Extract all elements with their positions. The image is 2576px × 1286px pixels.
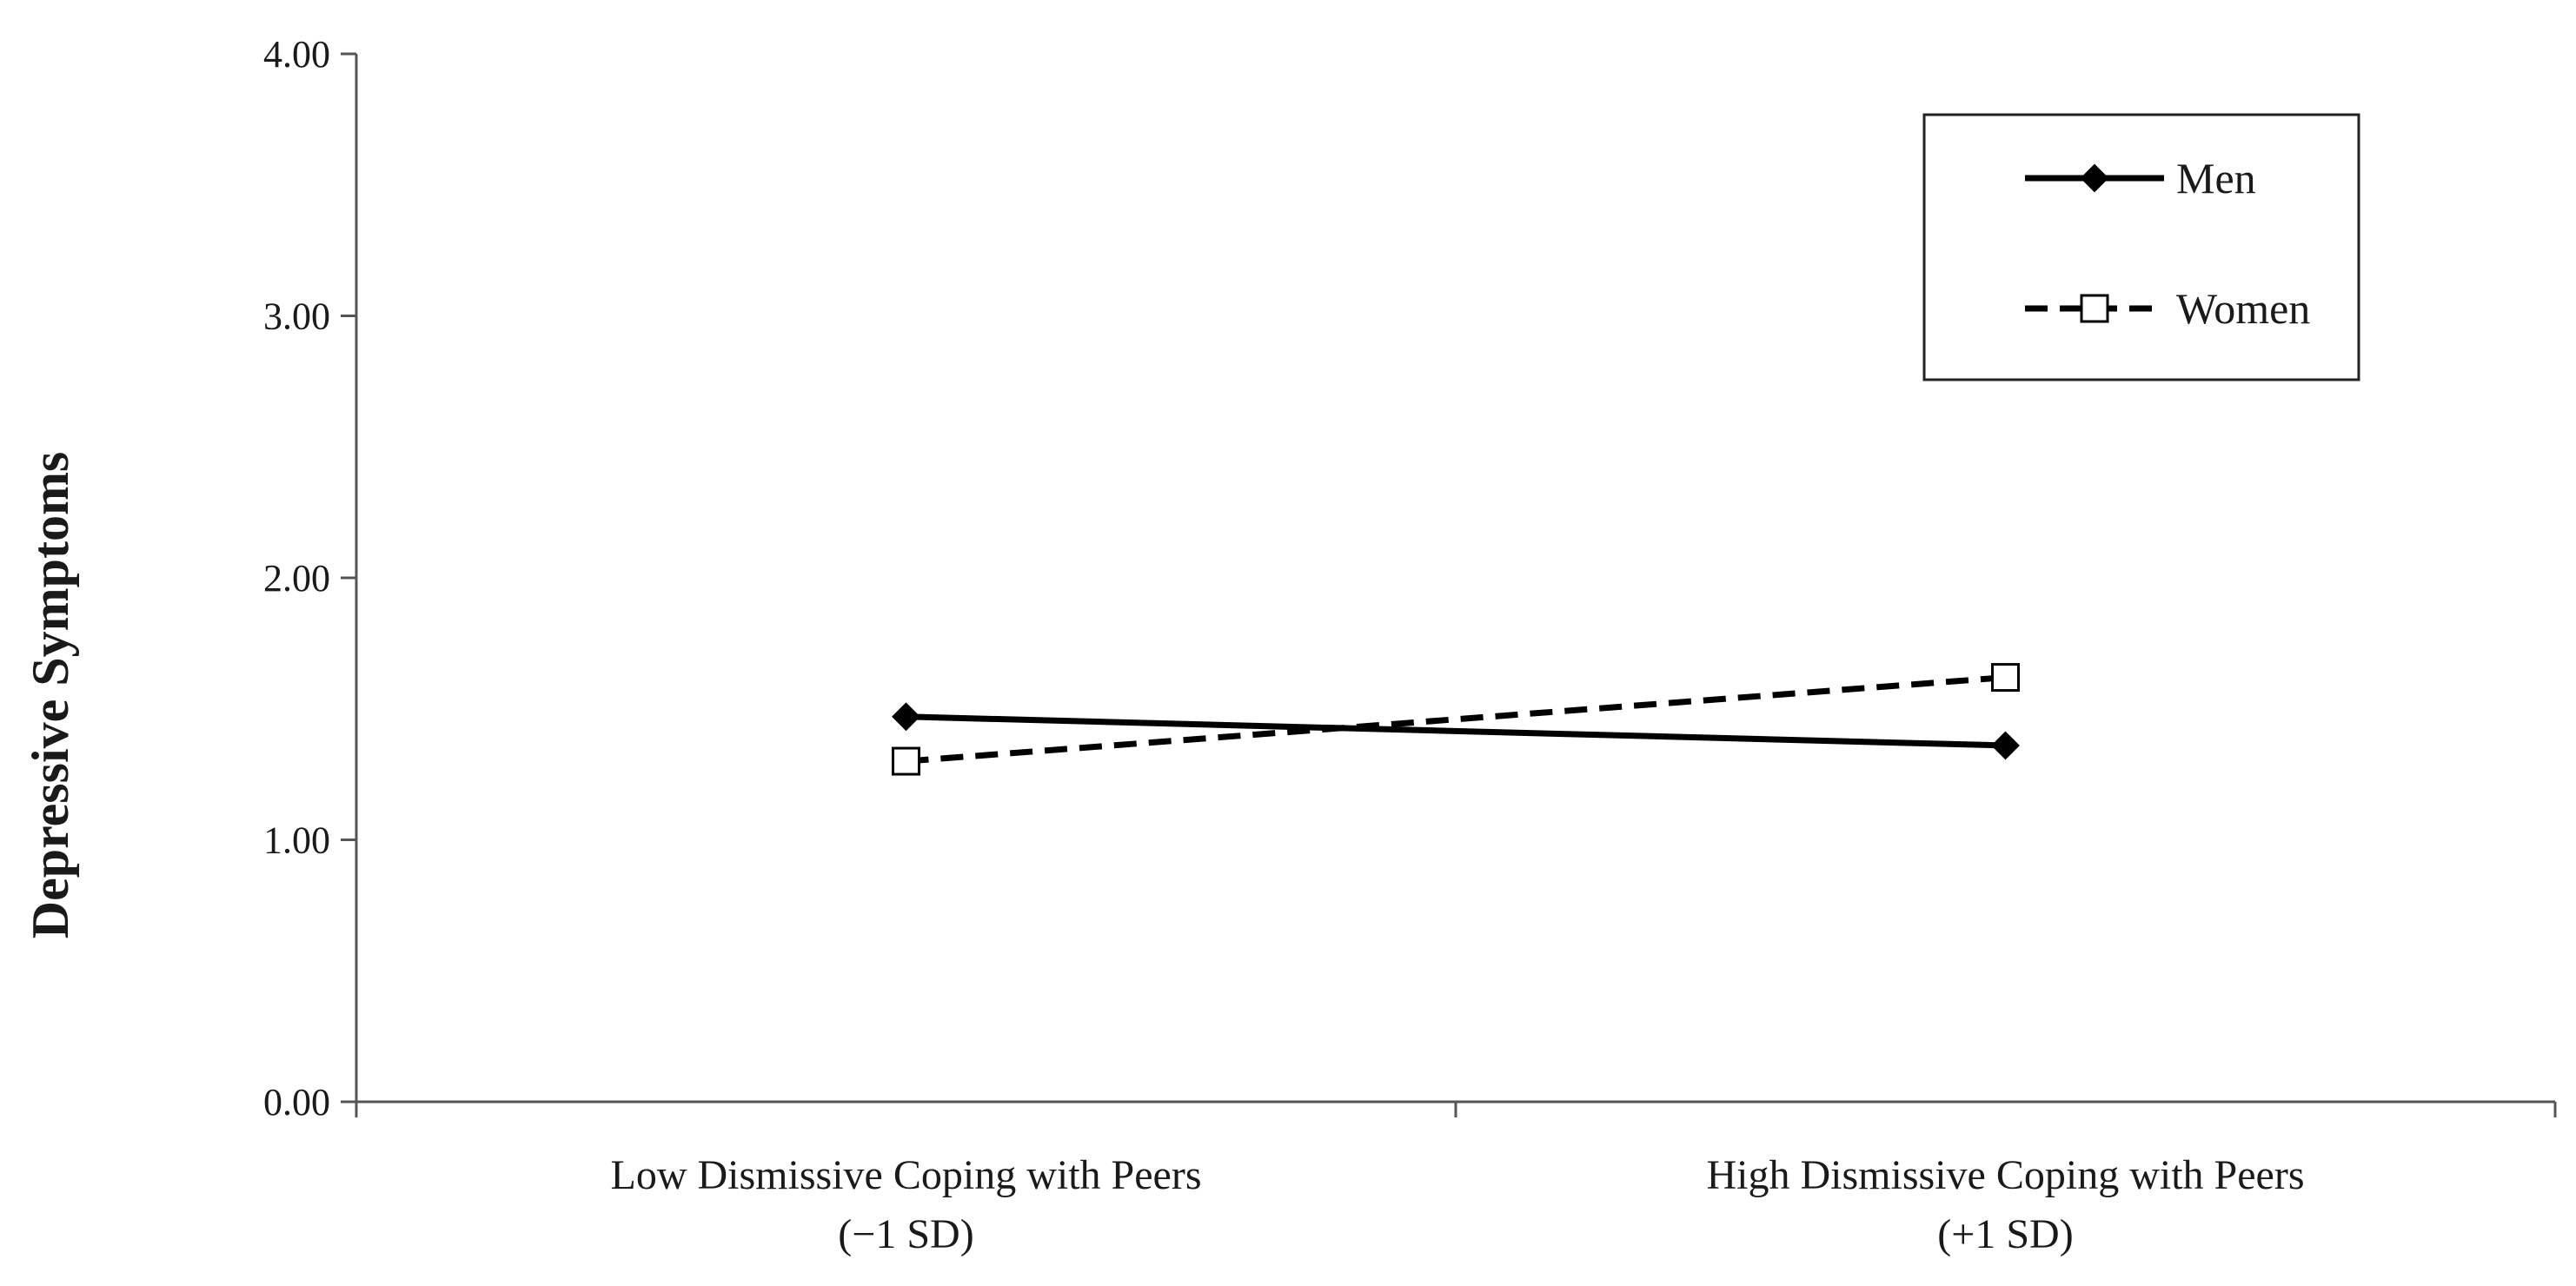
x-category-labels: Low Dismissive Coping with Peers (−1 SD) H… — [611, 1152, 2305, 1257]
series-men — [892, 702, 2020, 760]
data-point-women — [892, 746, 920, 776]
x-category-label: High Dismissive Coping with Peers — [1706, 1152, 2304, 1198]
y-tick-label: 4.00 — [263, 33, 330, 76]
x-category-label: Low Dismissive Coping with Peers — [611, 1152, 1202, 1198]
y-tick-label: 2.00 — [263, 557, 330, 600]
legend-marker — [2080, 163, 2109, 193]
data-point-women — [1991, 663, 2020, 693]
legend-item: Women — [2025, 284, 2310, 333]
series-line-women — [906, 674, 2006, 765]
data-point-men — [892, 702, 920, 732]
legend-marker — [2080, 294, 2109, 323]
series-layer — [892, 663, 2020, 776]
y-tick-label: 1.00 — [263, 819, 330, 862]
x-category-sublabel: (+1 SD) — [1937, 1211, 2073, 1257]
legend: Men Women — [1922, 113, 2360, 381]
legend-label: Men — [2176, 154, 2256, 202]
legend-box — [1922, 113, 2360, 381]
series-line-men — [906, 713, 2006, 749]
y-tick-label: 0.00 — [263, 1081, 330, 1124]
legend-item: Men — [2025, 154, 2256, 202]
y-ticks: 0.00 1.00 2.00 3.00 4.00 — [263, 33, 356, 1124]
series-women — [892, 663, 2020, 776]
y-axis-title: Depressive Symptoms — [22, 452, 79, 939]
legend-label: Women — [2176, 284, 2310, 333]
data-point-men — [1991, 731, 2020, 760]
x-category-sublabel: (−1 SD) — [838, 1211, 973, 1257]
y-tick-label: 3.00 — [263, 295, 330, 338]
x-ticks — [355, 1102, 2557, 1117]
